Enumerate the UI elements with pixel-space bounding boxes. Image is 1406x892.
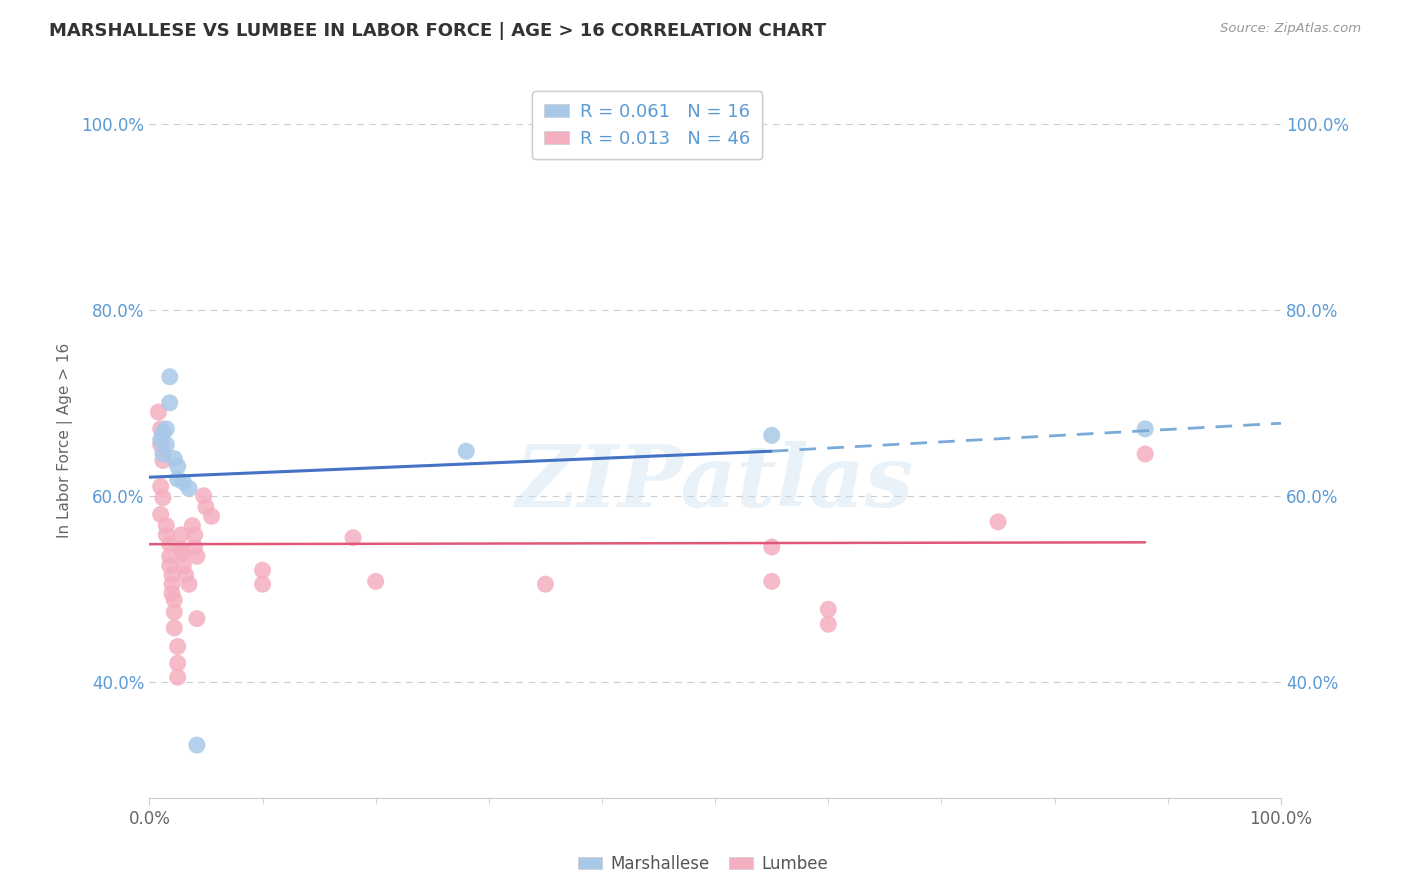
Point xyxy=(177,577,200,591)
Text: Source: ZipAtlas.com: Source: ZipAtlas.com xyxy=(1220,22,1361,36)
Point xyxy=(166,640,188,654)
Point xyxy=(534,577,557,591)
Point xyxy=(186,738,208,752)
Point xyxy=(987,515,1010,529)
Text: ZIPatlas: ZIPatlas xyxy=(516,442,914,524)
Point xyxy=(160,586,183,600)
Point xyxy=(152,491,174,505)
Point xyxy=(170,542,193,557)
Point xyxy=(155,422,177,436)
Y-axis label: In Labor Force | Age > 16: In Labor Force | Age > 16 xyxy=(58,343,73,538)
Point xyxy=(159,537,181,551)
Point xyxy=(155,438,177,452)
Point xyxy=(149,438,172,452)
Point xyxy=(172,547,194,561)
Point xyxy=(155,528,177,542)
Point xyxy=(761,574,783,589)
Point xyxy=(163,593,186,607)
Point xyxy=(193,489,215,503)
Point xyxy=(181,518,204,533)
Point xyxy=(194,500,217,514)
Point xyxy=(364,574,387,589)
Point xyxy=(761,428,783,442)
Text: MARSHALLESE VS LUMBEE IN LABOR FORCE | AGE > 16 CORRELATION CHART: MARSHALLESE VS LUMBEE IN LABOR FORCE | A… xyxy=(49,22,827,40)
Point xyxy=(152,453,174,467)
Point xyxy=(159,396,181,410)
Point xyxy=(817,602,839,616)
Point xyxy=(159,558,181,573)
Point xyxy=(172,558,194,573)
Point xyxy=(163,605,186,619)
Point xyxy=(152,425,174,440)
Point xyxy=(148,405,170,419)
Point xyxy=(170,528,193,542)
Point xyxy=(177,482,200,496)
Point xyxy=(456,444,478,458)
Point xyxy=(174,567,197,582)
Point xyxy=(149,508,172,522)
Point xyxy=(342,531,364,545)
Point xyxy=(183,528,205,542)
Point xyxy=(159,369,181,384)
Point xyxy=(163,621,186,635)
Point xyxy=(149,479,172,493)
Point xyxy=(159,549,181,564)
Point xyxy=(160,577,183,591)
Point xyxy=(252,577,274,591)
Legend: R = 0.061   N = 16, R = 0.013   N = 46: R = 0.061 N = 16, R = 0.013 N = 46 xyxy=(533,91,762,160)
Point xyxy=(1133,447,1156,461)
Point xyxy=(817,617,839,632)
Point xyxy=(166,472,188,486)
Point xyxy=(166,458,188,473)
Point xyxy=(149,433,172,447)
Point xyxy=(1133,422,1156,436)
Point xyxy=(166,657,188,671)
Point xyxy=(160,567,183,582)
Point xyxy=(155,518,177,533)
Point xyxy=(152,447,174,461)
Point xyxy=(172,475,194,489)
Point xyxy=(201,509,224,524)
Point xyxy=(252,563,274,577)
Legend: Marshallese, Lumbee: Marshallese, Lumbee xyxy=(572,848,834,880)
Point xyxy=(163,451,186,466)
Point xyxy=(186,549,208,564)
Point xyxy=(761,540,783,554)
Point xyxy=(183,540,205,554)
Point xyxy=(149,422,172,436)
Point xyxy=(166,670,188,684)
Point xyxy=(186,612,208,626)
